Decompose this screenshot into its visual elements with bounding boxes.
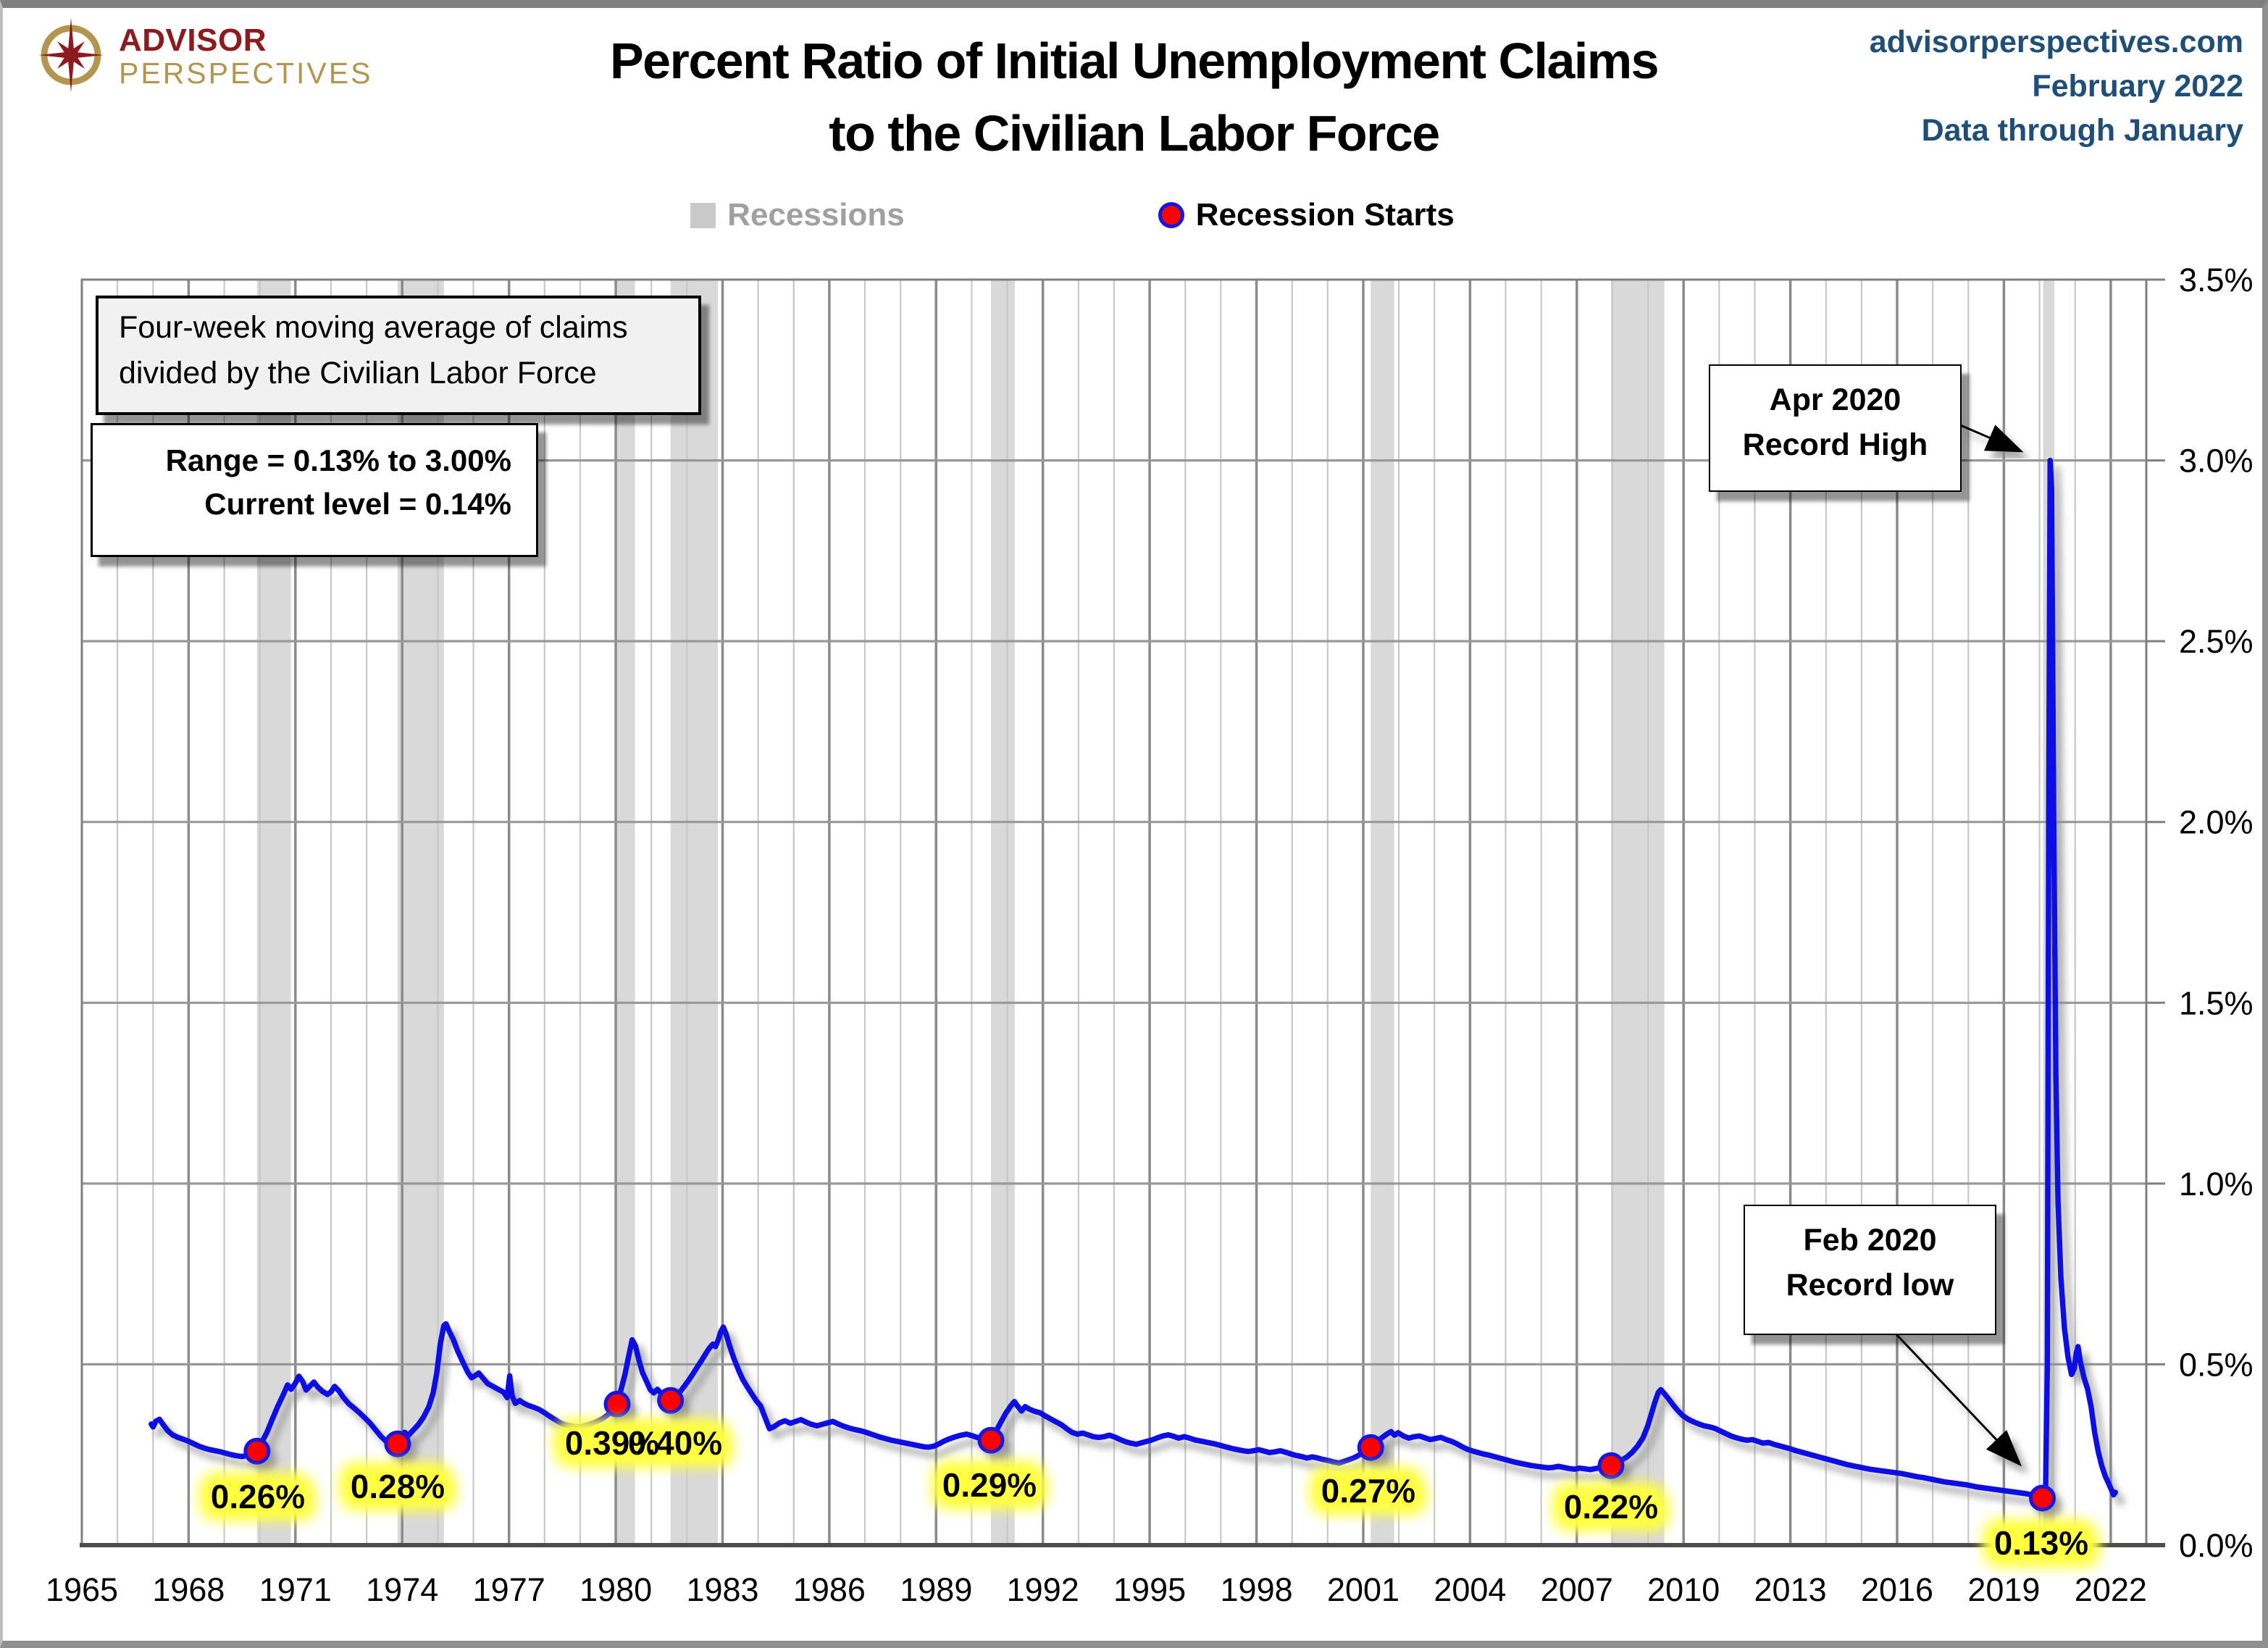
svg-text:1995: 1995 <box>1113 1571 1186 1608</box>
svg-text:0.28%: 0.28% <box>351 1468 445 1505</box>
legend-recession-starts-label: Recession Starts <box>1195 197 1455 233</box>
advisor-perspectives-logo: ADVISOR PERSPECTIVES <box>30 14 372 96</box>
svg-text:2001: 2001 <box>1327 1571 1399 1608</box>
source-site: advisorperspectives.com <box>1869 25 2243 59</box>
svg-text:1992: 1992 <box>1007 1571 1079 1608</box>
svg-text:3.0%: 3.0% <box>2179 443 2254 480</box>
claims-line <box>148 457 2119 1501</box>
title-line-1: Percent Ratio of Initial Unemployment Cl… <box>609 33 1660 89</box>
svg-text:2022: 2022 <box>2075 1571 2147 1608</box>
svg-text:1977: 1977 <box>473 1571 545 1608</box>
recession-start-dots <box>243 1386 2056 1512</box>
svg-text:2007: 2007 <box>1541 1571 1613 1608</box>
svg-text:0.5%: 0.5% <box>2179 1346 2254 1383</box>
svg-text:0.39%: 0.39% <box>565 1424 659 1462</box>
svg-text:1980: 1980 <box>579 1571 652 1608</box>
legend-item-recessions: Recessions <box>690 197 905 233</box>
svg-text:1989: 1989 <box>900 1571 972 1608</box>
logo-text: ADVISOR PERSPECTIVES <box>119 14 372 88</box>
svg-text:3.5%: 3.5% <box>2179 262 2254 298</box>
svg-text:0.27%: 0.27% <box>1321 1472 1415 1510</box>
y-axis-labels: 0.0% 0.5% 1.0% 1.5% 2.0% 2.5% 3.0% 3.5% <box>2179 262 2254 1564</box>
svg-text:0.0%: 0.0% <box>2179 1527 2254 1564</box>
svg-text:1983: 1983 <box>686 1571 758 1608</box>
svg-text:2010: 2010 <box>1647 1571 1720 1608</box>
svg-text:0.40%: 0.40% <box>628 1424 722 1462</box>
svg-text:1.5%: 1.5% <box>2179 984 2254 1021</box>
svg-text:1968: 1968 <box>152 1571 225 1608</box>
recession-start-dot-icon <box>1158 202 1184 228</box>
svg-text:0.13%: 0.13% <box>1994 1524 2088 1562</box>
methodology-line-2: divided by the Civilian Labor Force <box>119 356 597 390</box>
svg-text:2016: 2016 <box>1861 1571 1933 1608</box>
title-line-2: to the Civilian Labor Force <box>829 105 1440 162</box>
record-high-line-2: Record High <box>1742 427 1928 462</box>
source-block: advisorperspectives.com February 2022 Da… <box>1870 20 2243 153</box>
svg-text:0.26%: 0.26% <box>211 1478 305 1515</box>
range-line: Range = 0.13% to 3.00% <box>165 443 511 477</box>
record-low-callout: Feb 2020 Record low <box>1744 1205 1996 1335</box>
x-axis-labels: 1965 1968 1971 1974 1977 1980 1983 1986 1989 1992… <box>46 1571 2147 1608</box>
svg-text:1986: 1986 <box>793 1571 866 1608</box>
page-title: Percent Ratio of Initial Unemployment Cl… <box>482 25 1786 170</box>
svg-text:1998: 1998 <box>1221 1571 1293 1608</box>
methodology-line-1: Four-week moving average of claims <box>119 310 628 345</box>
source-month: February 2022 <box>2032 69 2243 104</box>
legend-recessions-label: Recessions <box>727 197 905 233</box>
svg-text:0.29%: 0.29% <box>942 1466 1037 1504</box>
svg-text:0.22%: 0.22% <box>1564 1488 1658 1526</box>
svg-text:1.0%: 1.0% <box>2179 1166 2254 1202</box>
legend: Recessions Recession Starts <box>0 197 2145 233</box>
legend-item-recession-starts: Recession Starts <box>1158 197 1455 233</box>
plot-border <box>80 278 2165 1547</box>
svg-text:2019: 2019 <box>1967 1571 2040 1608</box>
record-low-line-1: Feb 2020 <box>1803 1223 1937 1258</box>
svg-text:2.5%: 2.5% <box>2179 623 2254 660</box>
record-high-line-1: Apr 2020 <box>1769 382 1901 417</box>
range-callout: Range = 0.13% to 3.00% Current level = 0… <box>91 423 538 557</box>
compass-star-icon <box>38 17 104 93</box>
recession-band-swatch-icon <box>690 202 716 228</box>
current-level-line: Current level = 0.14% <box>204 487 511 521</box>
record-high-callout: Apr 2020 Record High <box>1709 364 1962 492</box>
methodology-callout: Four-week moving average of claims divid… <box>96 296 701 415</box>
logo-line-perspectives: PERSPECTIVES <box>119 57 373 90</box>
logo-line-advisor: ADVISOR <box>119 22 267 58</box>
svg-text:1974: 1974 <box>366 1571 438 1608</box>
svg-text:2004: 2004 <box>1434 1571 1506 1608</box>
svg-text:2.0%: 2.0% <box>2179 804 2254 841</box>
record-low-line-2: Record low <box>1786 1268 1954 1302</box>
svg-text:1971: 1971 <box>259 1571 332 1608</box>
svg-text:2013: 2013 <box>1754 1571 1827 1608</box>
svg-text:1965: 1965 <box>46 1571 118 1608</box>
source-note: Data through January <box>1921 113 2243 148</box>
value-labels: 0.26% 0.28% 0.39%0.40% 0.29% 0.27% 0.22% 0.13% <box>211 1424 2088 1562</box>
annotation-arrows <box>1880 423 2024 1467</box>
